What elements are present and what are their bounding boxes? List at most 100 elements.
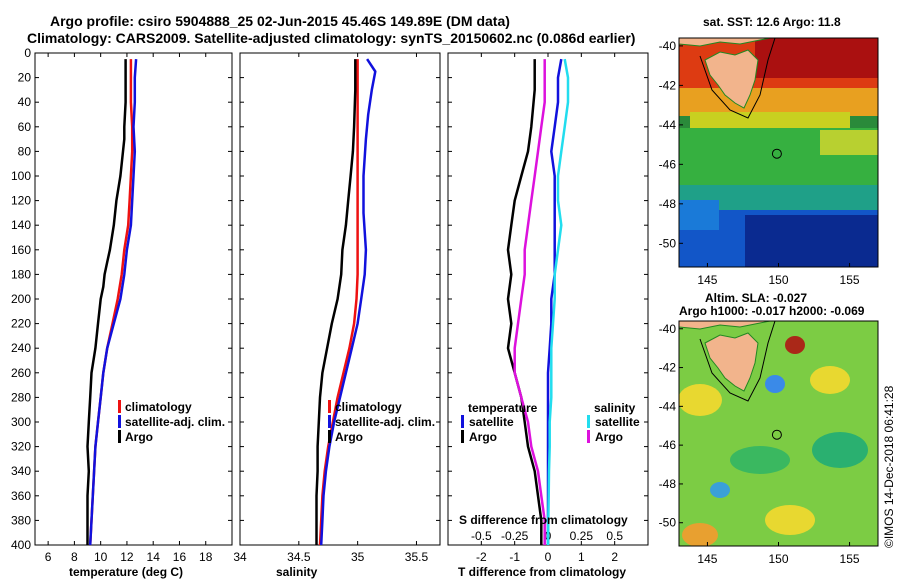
header-title-line2: Climatology: CARS2009. Satellite-adjuste… — [27, 30, 635, 46]
sst-map-title: sat. SST: 12.6 Argo: 11.8 — [703, 15, 841, 29]
sst-map-lon-label: 150 — [768, 273, 788, 287]
sla-map-lon-label: 150 — [768, 552, 788, 566]
difference-series-temperature-argo — [506, 59, 543, 545]
temperature-series-climatology — [88, 59, 134, 546]
sla-map — [679, 321, 878, 546]
depth-tick-label: 160 — [11, 243, 31, 257]
sla-map-axes: 145 150 155 -40 -42 -44 -46 -48 -50 — [659, 322, 860, 566]
temperature-legend-satellite: satellite-adj. clim. — [125, 415, 225, 429]
sla-yellow-blob-1 — [679, 384, 722, 416]
salinity-xtick-label: 35.5 — [405, 550, 429, 564]
depth-tick-label: 280 — [11, 390, 31, 404]
sla-orange-blob — [682, 523, 718, 546]
sla-map-lon-label: 155 — [840, 552, 860, 566]
salinity-legend-climatology-swatch — [328, 400, 331, 413]
sst-map-lat-label: -40 — [659, 39, 677, 53]
sst-yellow-region — [690, 112, 850, 130]
sst-orange-region — [679, 88, 878, 116]
sla-map-title-line2: Argo h1000: -0.017 h2000: -0.069 — [679, 304, 865, 318]
sst-hot-region — [755, 38, 878, 78]
sla-blue-eddy-1 — [765, 375, 785, 393]
sla-yellow-blob-2 — [810, 366, 850, 394]
temperature-xlabel: temperature (deg C) — [69, 565, 183, 579]
sst-map-lon-label: 145 — [697, 273, 717, 287]
sst-tasmania — [704, 49, 759, 109]
depth-tick-label: 180 — [11, 267, 31, 281]
depth-tick-label: 260 — [11, 366, 31, 380]
salinity-xtick-label: 34.5 — [287, 550, 311, 564]
difference-legend-temperature-title: temperature — [468, 401, 538, 415]
sst-map-lat-label: -44 — [659, 118, 677, 132]
temperature-xtick-label: 18 — [199, 550, 213, 564]
sla-red-eddy — [785, 336, 805, 354]
salinity-legend-satellite: satellite-adj. clim. — [335, 415, 435, 429]
sla-mainland — [679, 321, 771, 330]
depth-tick-label: 120 — [11, 194, 31, 208]
sla-green-patch — [812, 432, 868, 468]
sla-map-lat-label: -48 — [659, 477, 677, 491]
difference-xlabel: T difference from climatology — [458, 565, 626, 579]
difference-secondary-tick-label: 0.25 — [570, 529, 594, 543]
sla-blue-eddy-2 — [710, 482, 730, 498]
sst-argo-marker — [771, 148, 782, 159]
header-title-line1: Argo profile: csiro 5904888_25 02-Jun-20… — [50, 13, 510, 29]
difference-xlabel-top: S difference from climatology — [459, 513, 628, 527]
temperature-legend-argo-swatch — [118, 430, 121, 443]
depth-tick-label: 100 — [11, 169, 31, 183]
footer-credit: ©IMOS 14-Dec-2018 06:41:28 — [882, 385, 896, 548]
depth-tick-label: 0 — [24, 46, 31, 60]
salinity-legend-climatology: climatology — [335, 400, 402, 414]
difference-xtick-label: -1 — [509, 550, 520, 564]
sla-tasmania — [704, 332, 759, 392]
difference-legend-salinity-title: salinity — [594, 401, 636, 415]
salinity-xtick-label: 35 — [351, 550, 365, 564]
sla-map-lat-label: -40 — [659, 322, 677, 336]
depth-tick-label: 300 — [11, 415, 31, 429]
depth-tick-label: 360 — [11, 489, 31, 503]
depth-tick-label: 320 — [11, 440, 31, 454]
temperature-series-argo — [86, 59, 127, 545]
depth-tick-label: 140 — [11, 218, 31, 232]
temperature-legend-climatology: climatology — [125, 400, 192, 414]
sla-yellow-blob-3 — [765, 505, 815, 535]
temperature-xtick-label: 8 — [71, 550, 78, 564]
depth-tick-label: 40 — [18, 95, 32, 109]
sla-map-lon-label: 145 — [697, 552, 717, 566]
temperature-series-satellite-adj-clim- — [88, 59, 138, 546]
temperature-legend-argo: Argo — [125, 430, 153, 444]
sst-yellow-right — [820, 130, 878, 155]
difference-legend-temperature-satellite: satellite — [469, 415, 514, 429]
difference-xtick-label: 1 — [578, 550, 585, 564]
sla-map-title-line1: Altim. SLA: -0.027 — [705, 291, 807, 305]
difference-legend-salinity-argo-swatch — [587, 430, 590, 443]
temperature-legend: climatology satellite-adj. clim. Argo — [118, 400, 225, 444]
sla-shelf-contour — [699, 321, 776, 402]
temperature-xtick-label: 6 — [45, 550, 52, 564]
sla-map-lat-label: -42 — [659, 361, 677, 375]
sla-map-lat-label: -44 — [659, 399, 677, 413]
sst-map-lat-label: -42 — [659, 78, 677, 92]
difference-legend-temperature-satellite-swatch — [461, 415, 464, 428]
difference-legend-temperature-argo-swatch — [461, 430, 464, 443]
sla-map-lat-label: -50 — [659, 516, 677, 530]
depth-tick-label: 200 — [11, 292, 31, 306]
sst-map-lat-label: -50 — [659, 236, 677, 250]
difference-legend-salinity-argo: Argo — [595, 430, 623, 444]
depth-tick-label: 220 — [11, 317, 31, 331]
depth-tick-label: 240 — [11, 341, 31, 355]
salinity-legend-argo-swatch — [328, 430, 331, 443]
sst-map-lat-label: -46 — [659, 157, 677, 171]
depth-tick-label: 80 — [18, 144, 32, 158]
sst-shelf-contour — [699, 38, 776, 119]
difference-panel: -2 -1 0 1 2-0.5 -0.25 0 0.25 0.5 — [447, 52, 649, 564]
salinity-frame — [239, 52, 441, 546]
depth-tick-label: 400 — [11, 538, 31, 552]
temperature-legend-satellite-swatch — [118, 415, 121, 428]
salinity-panel: 34 34.5 35 35.5 — [233, 52, 441, 564]
temperature-legend-climatology-swatch — [118, 400, 121, 413]
salinity-series-satellite-adj-clim- — [319, 58, 377, 546]
difference-legend-salinity-satellite: satellite — [595, 415, 640, 429]
difference-legend-salinity-satellite-swatch — [587, 415, 590, 428]
depth-tick-label: 20 — [18, 71, 32, 85]
